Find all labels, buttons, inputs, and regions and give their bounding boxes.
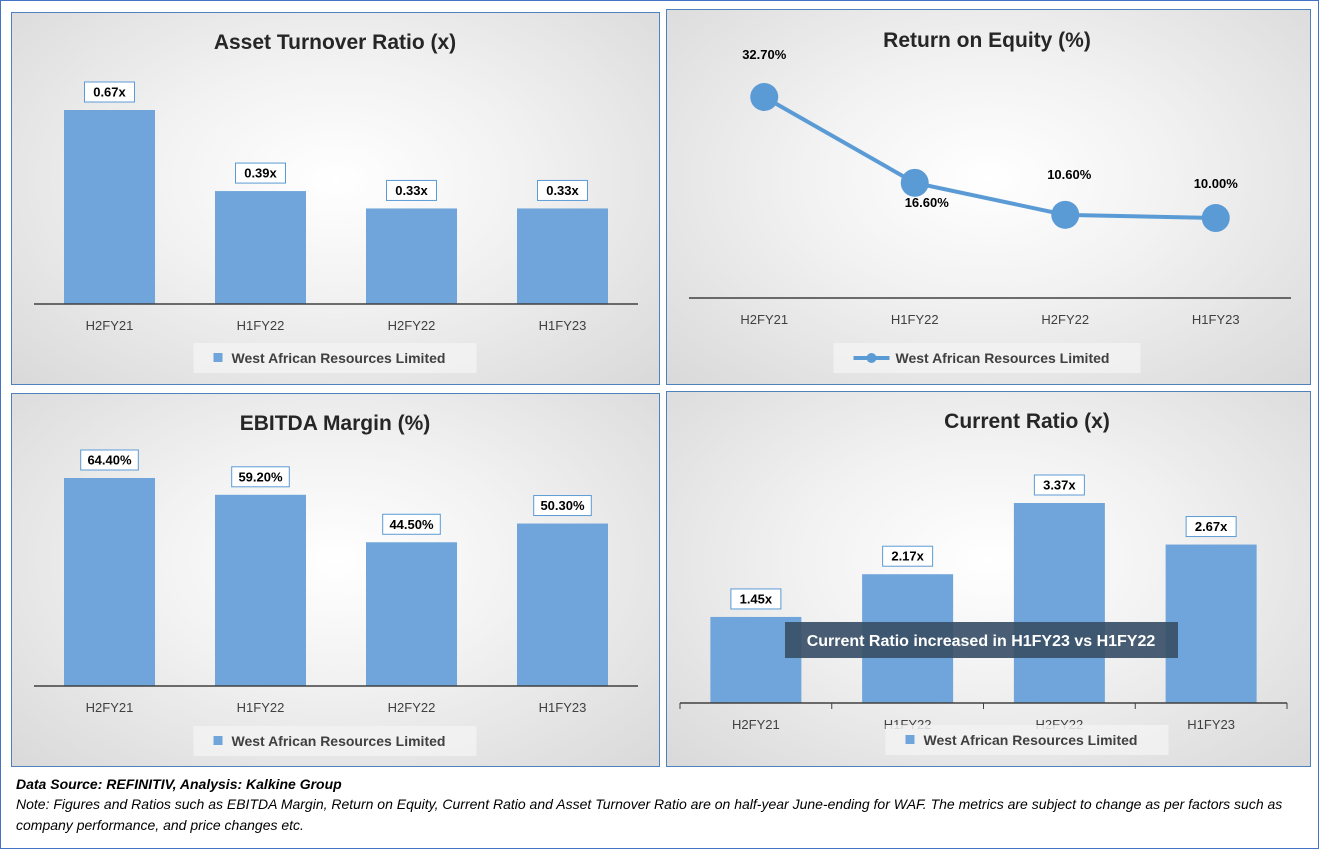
point-h1fy22 bbox=[900, 168, 929, 197]
bar-h1fy23 bbox=[517, 523, 608, 686]
data-label-h1fy22-box bbox=[231, 466, 290, 488]
bar-h2fy22 bbox=[366, 542, 457, 686]
data-label-h2fy22: 3.37x bbox=[1043, 478, 1076, 493]
chart-title: Current Ratio (x) bbox=[944, 410, 1110, 433]
x-tick-label: H2FY21 bbox=[86, 318, 134, 333]
chart-title: Return on Equity (%) bbox=[883, 29, 1091, 52]
x-tick-label: H2FY22 bbox=[388, 700, 436, 715]
data-label-h1fy23-box bbox=[537, 179, 588, 201]
bar-h2fy22 bbox=[1013, 503, 1105, 703]
current-ratio-chart: Current Ratio (x) 1.45x H2FY21 2.17x H1FY22 3… bbox=[666, 391, 1311, 767]
legend-bar-swatch bbox=[213, 736, 223, 745]
x-tick-label: H2FY21 bbox=[740, 312, 788, 327]
ebitda-margin-svg: EBITDA Margin (%) 64.40% H2FY21 59.20% H1FY2… bbox=[34, 412, 638, 756]
ebitda-margin-chart: EBITDA Margin (%) 64.40% H2FY21 59.20% H1FY2… bbox=[11, 393, 660, 767]
return-on-equity-chart: Return on Equity (%) 32.70% H2FY21 16.60% H1… bbox=[666, 9, 1311, 385]
x-tick-label: H1FY23 bbox=[1187, 717, 1235, 732]
footer: Data Source: REFINITIV, Analysis: Kalkin… bbox=[16, 774, 1306, 836]
legend-label: West African Resources Limited bbox=[924, 732, 1138, 748]
data-label-h2fy21-box bbox=[730, 588, 782, 610]
data-label-h1fy23-box bbox=[1185, 516, 1237, 538]
x-tick-label: H1FY22 bbox=[237, 700, 285, 715]
x-tick-label: H1FY22 bbox=[891, 312, 939, 327]
data-label-h2fy21: 64.40% bbox=[87, 453, 132, 468]
data-label-h2fy22-box bbox=[1033, 474, 1085, 496]
point-h1fy23 bbox=[1201, 204, 1230, 233]
data-label-h1fy23: 10.00% bbox=[1194, 176, 1239, 191]
data-label-h1fy22-box bbox=[882, 545, 934, 567]
annotation-text: Current Ratio increased in H1FY23 vs H1F… bbox=[807, 633, 1156, 650]
point-h2fy21 bbox=[750, 83, 779, 111]
bar-h1fy22 bbox=[215, 191, 306, 304]
data-label-h1fy23-box bbox=[533, 495, 592, 517]
data-label-h2fy21: 0.67x bbox=[93, 85, 126, 100]
bar-h1fy22 bbox=[215, 494, 306, 686]
legend-box bbox=[193, 343, 477, 373]
annotation-box bbox=[785, 622, 1178, 658]
data-label-h1fy22: 59.20% bbox=[238, 469, 283, 484]
data-label-h2fy21: 1.45x bbox=[740, 591, 773, 606]
bar-h2fy22 bbox=[366, 208, 457, 304]
data-label-h1fy22: 16.60% bbox=[905, 195, 950, 210]
x-tick-label: H1FY23 bbox=[1192, 312, 1240, 327]
roe-series-line bbox=[763, 95, 1216, 221]
data-source: Data Source: REFINITIV, Analysis: Kalkin… bbox=[16, 776, 342, 792]
legend-label: West African Resources Limited bbox=[232, 350, 446, 366]
legend-box bbox=[885, 725, 1169, 755]
x-tick-label: H2FY22 bbox=[1041, 312, 1089, 327]
note-text: Note: Figures and Ratios such as EBITDA … bbox=[16, 796, 1283, 833]
data-label-h1fy23: 0.33x bbox=[546, 183, 579, 198]
bar-h1fy23 bbox=[517, 208, 608, 304]
legend-box bbox=[193, 726, 477, 756]
data-label-h1fy22: 0.39x bbox=[244, 166, 277, 181]
data-label-h2fy22-box bbox=[386, 179, 437, 201]
return-on-equity-svg: Return on Equity (%) 32.70% H2FY21 16.60% H1… bbox=[689, 29, 1291, 373]
current-ratio-svg: Current Ratio (x)1.45xH2FY212.17xH1FY223… bbox=[679, 410, 1288, 755]
bar-h1fy23 bbox=[1165, 544, 1257, 703]
data-label-h2fy21-box bbox=[80, 449, 139, 471]
data-label-h2fy22-box bbox=[382, 513, 441, 535]
x-tick-label: H1FY23 bbox=[539, 318, 587, 333]
data-label-h1fy22: 2.17x bbox=[891, 549, 924, 564]
data-label-h2fy22: 44.50% bbox=[389, 517, 434, 532]
legend-label: West African Resources Limited bbox=[896, 350, 1110, 366]
legend-marker-swatch bbox=[866, 353, 877, 363]
bar-h2fy21 bbox=[64, 110, 155, 304]
data-label-h1fy23: 50.30% bbox=[540, 498, 585, 513]
chart-title: EBITDA Margin (%) bbox=[240, 412, 431, 435]
asset-turnover-chart: Asset Turnover Ratio (x) 0.67x H2FY21 0.39x… bbox=[11, 12, 660, 385]
legend-label: West African Resources Limited bbox=[232, 733, 446, 749]
x-tick-label: H2FY21 bbox=[732, 717, 780, 732]
data-label-h1fy22-box bbox=[235, 162, 286, 184]
x-tick-label: H1FY23 bbox=[539, 700, 587, 715]
bar-h2fy21 bbox=[64, 478, 155, 686]
point-h2fy22 bbox=[1051, 200, 1080, 229]
data-label-h2fy21-box bbox=[84, 81, 135, 103]
chart-title: Asset Turnover Ratio (x) bbox=[214, 31, 456, 54]
data-label-h2fy22: 0.33x bbox=[395, 183, 428, 198]
x-tick-label: H1FY22 bbox=[237, 318, 285, 333]
legend-bar-swatch bbox=[905, 735, 915, 744]
x-tick-label: H2FY21 bbox=[86, 700, 134, 715]
data-label-h2fy22: 10.60% bbox=[1047, 167, 1092, 182]
data-label-h2fy21: 32.70% bbox=[742, 47, 787, 62]
data-label-h1fy23: 2.67x bbox=[1195, 519, 1228, 534]
legend-bar-swatch bbox=[213, 353, 223, 362]
x-tick-label: H2FY22 bbox=[388, 318, 436, 333]
asset-turnover-svg: Asset Turnover Ratio (x) 0.67x H2FY21 0.39x… bbox=[34, 31, 638, 373]
